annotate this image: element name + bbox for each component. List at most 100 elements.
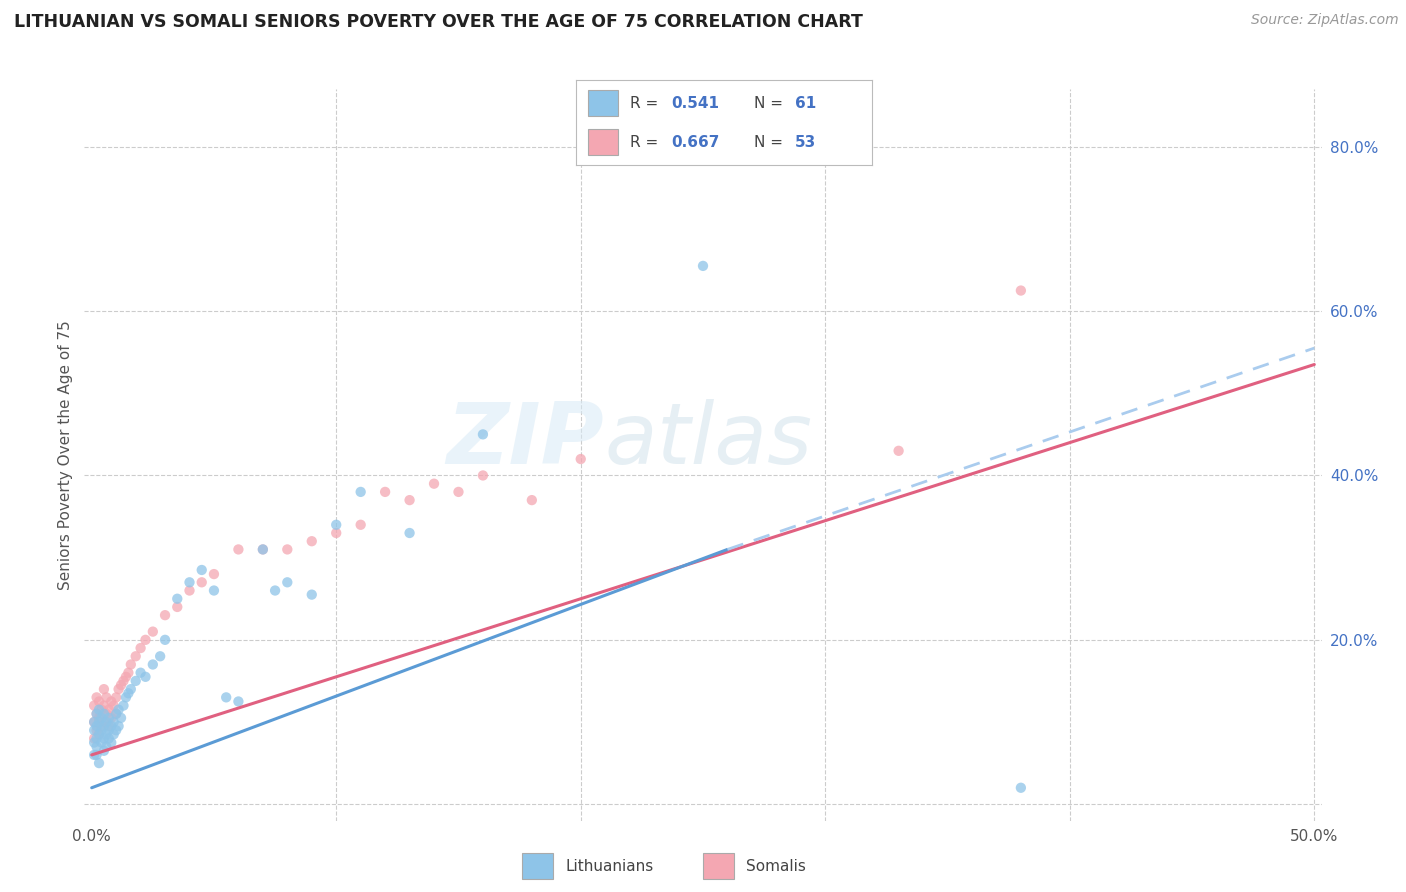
Point bbox=[86, 731, 108, 746]
Point bbox=[301, 588, 323, 602]
Point bbox=[96, 727, 118, 741]
Point bbox=[215, 690, 238, 705]
Point bbox=[252, 542, 274, 557]
Point bbox=[190, 575, 212, 590]
Point bbox=[103, 727, 125, 741]
Point bbox=[153, 608, 176, 623]
Point bbox=[100, 735, 122, 749]
Point bbox=[447, 484, 470, 499]
Point bbox=[115, 670, 138, 684]
Point bbox=[423, 476, 446, 491]
Point bbox=[471, 468, 494, 483]
Point bbox=[86, 739, 108, 754]
Point bbox=[86, 723, 108, 738]
Point bbox=[97, 719, 120, 733]
Point bbox=[87, 727, 110, 741]
Point bbox=[112, 698, 135, 713]
Point bbox=[96, 690, 118, 705]
Point bbox=[166, 599, 188, 614]
Point bbox=[276, 575, 298, 590]
Text: 0.541: 0.541 bbox=[671, 95, 718, 111]
Point bbox=[93, 731, 115, 746]
Point bbox=[105, 706, 128, 721]
Point bbox=[83, 747, 105, 762]
Point bbox=[83, 735, 105, 749]
Text: Source: ZipAtlas.com: Source: ZipAtlas.com bbox=[1251, 13, 1399, 28]
Point bbox=[83, 714, 105, 729]
Point bbox=[129, 665, 152, 680]
FancyBboxPatch shape bbox=[522, 854, 554, 879]
Point bbox=[1010, 780, 1032, 795]
Point bbox=[83, 698, 105, 713]
Point bbox=[1010, 284, 1032, 298]
Text: LITHUANIAN VS SOMALI SENIORS POVERTY OVER THE AGE OF 75 CORRELATION CHART: LITHUANIAN VS SOMALI SENIORS POVERTY OVE… bbox=[14, 13, 863, 31]
Text: Lithuanians: Lithuanians bbox=[565, 859, 654, 873]
FancyBboxPatch shape bbox=[588, 90, 617, 116]
Point bbox=[887, 443, 910, 458]
Point bbox=[83, 731, 105, 746]
Point bbox=[125, 649, 148, 664]
FancyBboxPatch shape bbox=[703, 854, 734, 879]
Point bbox=[83, 723, 105, 738]
Point bbox=[105, 723, 128, 738]
Point bbox=[93, 719, 115, 733]
Point bbox=[93, 714, 115, 729]
Point bbox=[134, 670, 156, 684]
Point bbox=[83, 714, 105, 729]
Point bbox=[93, 706, 115, 721]
Point bbox=[112, 673, 135, 688]
Text: R =: R = bbox=[630, 95, 662, 111]
Point bbox=[97, 703, 120, 717]
Point bbox=[374, 484, 396, 499]
Point bbox=[93, 744, 115, 758]
Point bbox=[96, 714, 118, 729]
Point bbox=[520, 493, 543, 508]
Point bbox=[190, 563, 212, 577]
Point bbox=[107, 682, 129, 697]
Point bbox=[87, 694, 110, 708]
Point bbox=[97, 711, 120, 725]
Point bbox=[100, 711, 122, 725]
Point bbox=[134, 632, 156, 647]
Point bbox=[103, 698, 125, 713]
Point bbox=[97, 723, 120, 738]
Point bbox=[471, 427, 494, 442]
Point bbox=[103, 714, 125, 729]
Point bbox=[398, 493, 420, 508]
Point bbox=[100, 694, 122, 708]
Point bbox=[117, 686, 139, 700]
Point bbox=[87, 714, 110, 729]
Point bbox=[142, 624, 165, 639]
Point bbox=[252, 542, 274, 557]
Point bbox=[264, 583, 287, 598]
Point bbox=[153, 632, 176, 647]
Point bbox=[93, 682, 115, 697]
Y-axis label: Seniors Poverty Over the Age of 75: Seniors Poverty Over the Age of 75 bbox=[58, 320, 73, 590]
Point bbox=[86, 706, 108, 721]
Point bbox=[105, 690, 128, 705]
Point bbox=[149, 649, 172, 664]
Text: 61: 61 bbox=[794, 95, 817, 111]
Point bbox=[86, 706, 108, 721]
Point bbox=[86, 690, 108, 705]
Point bbox=[350, 484, 373, 499]
Point bbox=[86, 719, 108, 733]
Point bbox=[350, 517, 373, 532]
Point bbox=[90, 719, 112, 733]
Point bbox=[228, 694, 250, 708]
Point bbox=[569, 452, 592, 467]
Point bbox=[87, 703, 110, 717]
Point bbox=[117, 665, 139, 680]
Point bbox=[115, 690, 138, 705]
Point bbox=[692, 259, 714, 273]
Point bbox=[110, 711, 132, 725]
Point bbox=[96, 739, 118, 754]
Text: N =: N = bbox=[754, 95, 787, 111]
Text: R =: R = bbox=[630, 135, 662, 150]
Point bbox=[90, 723, 112, 738]
Text: Somalis: Somalis bbox=[747, 859, 806, 873]
Point bbox=[93, 698, 115, 713]
Point bbox=[179, 583, 201, 598]
Point bbox=[90, 735, 112, 749]
Point bbox=[90, 703, 112, 717]
